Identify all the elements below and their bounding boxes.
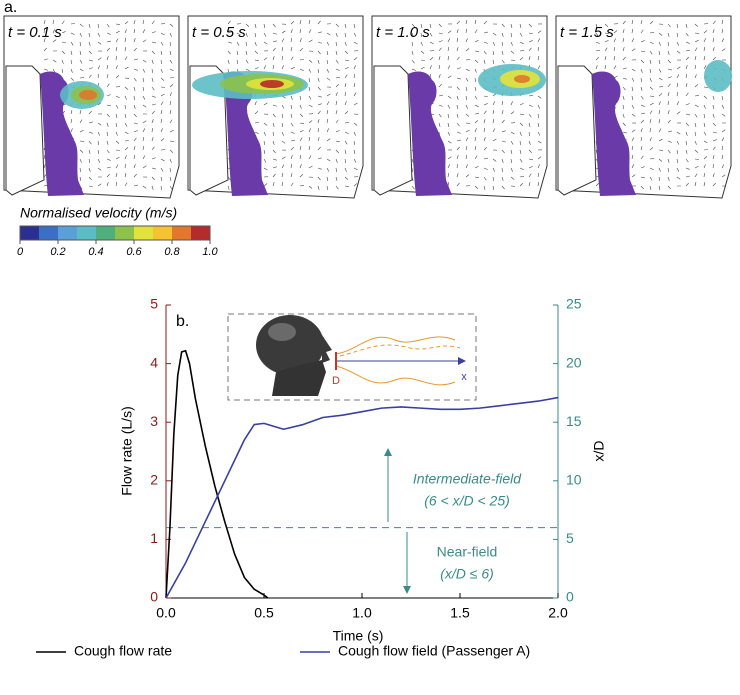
y-tick-label: 0 (150, 589, 158, 605)
x-tick-label: 2.0 (548, 605, 568, 621)
plume (79, 90, 97, 100)
y-tick-label: 2 (150, 472, 158, 488)
colorbar-tick-label: 0 (17, 246, 24, 258)
inset-label: x (461, 371, 467, 383)
y-axis-label: Flow rate (L/s) (119, 406, 135, 495)
panel-label: a. (4, 0, 17, 16)
colorbar-swatch (96, 226, 115, 240)
y2-tick-label: 10 (566, 472, 582, 488)
plume (704, 60, 732, 92)
legend-label: Cough flow field (Passenger A) (338, 643, 530, 659)
y-tick-label: 1 (150, 530, 158, 546)
frame-label: t = 0.5 s (192, 24, 246, 41)
y-tick-label: 4 (150, 354, 158, 370)
x-axis-label: Time (s) (333, 628, 384, 644)
cfd-frame: t = 0.5 s (188, 16, 363, 198)
colorbar-swatch (172, 226, 191, 240)
cfd-frame: t = 1.5 s (556, 16, 732, 198)
frame-label: t = 0.1 s (8, 24, 62, 41)
y2-tick-label: 0 (566, 589, 574, 605)
y-tick-label: 3 (150, 413, 158, 429)
colorbar-swatch (153, 226, 172, 240)
colorbar-tick-label: 1.0 (202, 246, 218, 258)
colorbar-swatch (191, 226, 210, 240)
y2-tick-label: 5 (566, 530, 574, 546)
frame-label: t = 1.5 s (560, 24, 614, 41)
frame-label: t = 1.0 s (376, 24, 430, 41)
plume (514, 75, 530, 83)
inset: D x (228, 314, 476, 400)
annotation: Intermediate-field (413, 471, 522, 487)
colorbar-tick-label: 0.4 (88, 246, 103, 258)
colorbar-swatch (115, 226, 134, 240)
x-tick-label: 0.0 (156, 605, 176, 621)
x-tick-label: 0.5 (254, 605, 274, 621)
colorbar-tick-label: 0.2 (50, 246, 65, 258)
legend-label: Cough flow rate (74, 643, 172, 659)
cfd-frame: t = 0.1 s (4, 16, 179, 198)
colorbar-swatch (58, 226, 77, 240)
colorbar-swatch (39, 226, 58, 240)
colorbar-tick-label: 0.6 (126, 246, 142, 258)
face (322, 335, 332, 363)
colorbar-title: Normalised velocity (m/s) (20, 205, 177, 221)
y-tick-label: 5 (150, 296, 158, 312)
head-highlight (268, 323, 296, 341)
colorbar-tick-label: 0.8 (164, 246, 180, 258)
y2-axis-label: x/D (591, 441, 607, 462)
cfd-frame: t = 1.0 s (372, 16, 547, 198)
seat (374, 66, 412, 195)
plume-edge (340, 345, 460, 356)
series-line (166, 351, 268, 598)
panel-label: b. (176, 313, 189, 330)
annotation: (x/D ≤ 6) (440, 566, 494, 582)
inset-label: D (332, 375, 340, 387)
y2-tick-label: 20 (566, 354, 582, 370)
plume (260, 80, 284, 88)
y2-tick-label: 15 (566, 413, 582, 429)
x-tick-label: 1.5 (450, 605, 470, 621)
colorbar-swatch (20, 226, 39, 240)
colorbar-swatch (134, 226, 153, 240)
seat (558, 66, 596, 195)
annotation: Near-field (437, 544, 498, 560)
x-tick-label: 1.0 (352, 605, 372, 621)
y2-tick-label: 25 (566, 296, 582, 312)
plume-edge (336, 366, 455, 385)
colorbar-swatch (77, 226, 96, 240)
annotation: (6 < x/D < 25) (424, 493, 510, 509)
seat (6, 66, 44, 195)
